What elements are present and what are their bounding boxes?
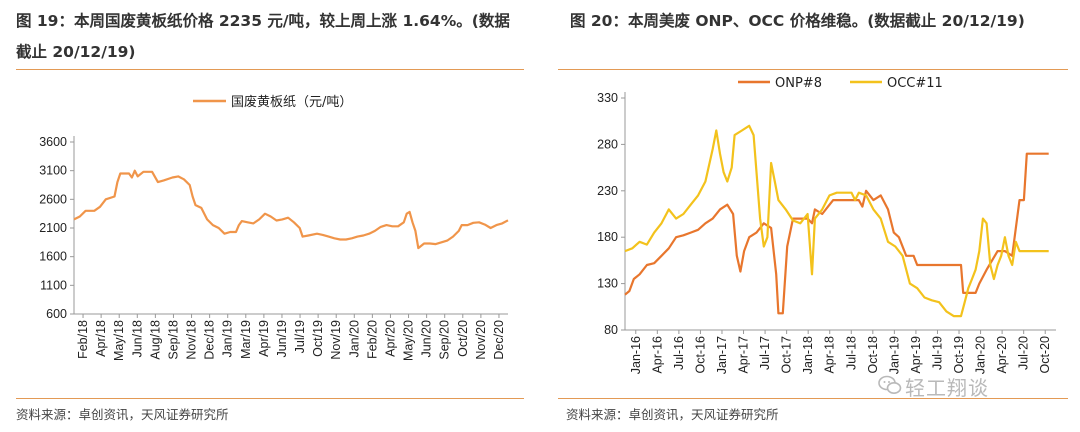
chart1-x-tick-label: Oct-19 <box>952 336 966 374</box>
chart0-x-tick-label: Mar/19 <box>239 320 253 359</box>
chart0-x-tick-label: Nov/19 <box>329 320 343 360</box>
left-source-note: 资料来源：卓创资讯，天风证券研究所 <box>16 407 229 422</box>
chart0-y-tick-label: 600 <box>46 307 67 321</box>
chart0-x-tick-label: Oct/19 <box>311 320 325 357</box>
chart1-x-tick-label: Jan-18 <box>801 336 815 374</box>
right-chart: 80 130 180 230 280 330 Jan-16 Apr-16 Jul-16 Oct-1… <box>597 76 1056 374</box>
right-figure-panel: 图 20：本周美废 ONP、OCC 价格维稳。(数据截止 20/12/19) 8… <box>548 0 1080 432</box>
chart0-y-tick-label: 2100 <box>39 221 67 235</box>
chart0-x-tick-label: Oct/20 <box>456 320 470 357</box>
chart1-y-tick-label: 330 <box>597 91 618 105</box>
chart1-x-tick-label: Apr-16 <box>650 336 664 374</box>
left-legend-label: 国废黄板纸（元/吨） <box>231 94 352 110</box>
chart1-x-tick-label: Jan-19 <box>887 336 901 374</box>
chart1-x-tick-label: Apr-19 <box>909 336 923 374</box>
chart1-y-tick-label: 130 <box>597 277 618 291</box>
left-figure-title: 图 19：本周国废黄板纸价格 2235 元/吨，较上周上涨 1.64%。(数据截… <box>16 12 510 61</box>
chart0-x-tick-label: Feb/18 <box>76 320 90 359</box>
chart0-y-tick-label: 1600 <box>39 250 67 264</box>
chart0-x-tick-label: Sep/18 <box>166 320 180 360</box>
chart1-x-tick-label: Jul-17 <box>758 336 772 370</box>
chart0-x-tick-label: Apr/19 <box>257 320 271 357</box>
chart1-x-tick-label: Jan-20 <box>974 336 988 374</box>
chart0-x-tick-label: Dec/18 <box>203 320 217 360</box>
chart1-x-tick-label: Apr-18 <box>823 336 837 374</box>
chart0-x-tick-label: Jun/19 <box>275 320 289 358</box>
chart1-x-tick-label: Oct-17 <box>780 336 794 374</box>
chart0-x-tick-label: Jan/20 <box>347 320 361 358</box>
chart1-x-tick-label: Jul-18 <box>844 336 858 370</box>
chart0-x-tick-label: Nov/18 <box>185 320 199 360</box>
chart0-y-tick-label: 3600 <box>39 135 67 149</box>
chart0-x-tick-label: Dec/20 <box>492 320 506 360</box>
chart0-y-tick-label: 1100 <box>40 278 67 292</box>
right-legend-label-occ: OCC#11 <box>887 76 943 91</box>
chart0-x-tick-label: Sep/20 <box>438 320 452 360</box>
chart1-x-tick-label: Jul-20 <box>1017 336 1031 370</box>
chart1-x-tick-label: Jul-16 <box>672 336 686 370</box>
left-chart: 600 1100 1600 2100 2600 3100 3600 Feb/18 Apr/18 M… <box>39 94 509 361</box>
chart0-x-tick-label: May/18 <box>112 320 126 361</box>
chart1-x-tick-label: Apr-20 <box>995 336 1009 374</box>
chart1-series-line-2 <box>624 124 1049 318</box>
left-figure-panel: 图 19：本周国废黄板纸价格 2235 元/吨，较上周上涨 1.64%。(数据截… <box>16 12 524 422</box>
chart0-y-tick-label: 2600 <box>39 192 67 206</box>
chart0-x-tick-label: May/20 <box>402 320 416 361</box>
chart0-x-tick-label: Apr/18 <box>94 320 108 357</box>
left-source-divider <box>16 398 524 399</box>
chart1-y-tick-label: 280 <box>597 137 618 151</box>
chart1-y-tick-label: 80 <box>604 323 618 337</box>
chart0-x-tick-label: Aug/18 <box>148 320 162 360</box>
chart0-x-tick-label: Feb/20 <box>365 320 379 359</box>
chart1-x-tick-label: Jan-17 <box>715 336 729 374</box>
chart0-x-tick-label: Jun/20 <box>420 320 434 358</box>
chart0-series-line-1 <box>73 169 509 250</box>
chart1-x-tick-label: Oct-16 <box>693 336 707 374</box>
left-title-divider <box>16 69 524 70</box>
chart1-x-tick-label: Jan-16 <box>629 336 643 374</box>
right-title-divider <box>558 69 1068 70</box>
chart1-y-tick-label: 230 <box>597 184 618 198</box>
chart0-x-tick-label: Apr/20 <box>383 320 397 357</box>
chart1-x-tick-label: Apr-17 <box>737 336 751 374</box>
chart0-x-tick-label: Jul/19 <box>293 320 307 353</box>
chart1-x-tick-label: Oct-20 <box>1038 336 1052 374</box>
wechat-icon <box>878 375 902 394</box>
right-source-divider <box>558 398 1068 399</box>
chart0-x-tick-label: Jan/19 <box>221 320 235 358</box>
right-figure-title: 图 20：本周美废 ONP、OCC 价格维稳。(数据截止 20/12/19) <box>570 12 1025 30</box>
right-legend-label-onp: ONP#8 <box>775 76 822 91</box>
chart0-y-tick-label: 3100 <box>39 164 67 178</box>
chart0-x-tick-label: Nov/20 <box>474 320 488 360</box>
watermark-text: 轻工翔谈 <box>905 376 989 400</box>
chart1-series-line-1 <box>624 152 1049 315</box>
chart1-x-tick-label: Oct-18 <box>866 336 880 374</box>
right-source-note: 资料来源：卓创资讯，天风证券研究所 <box>566 407 779 422</box>
chart1-y-tick-label: 180 <box>597 230 618 244</box>
chart0-x-tick-label: Jun/18 <box>130 320 144 358</box>
chart1-x-tick-label: Jul-19 <box>930 336 944 370</box>
